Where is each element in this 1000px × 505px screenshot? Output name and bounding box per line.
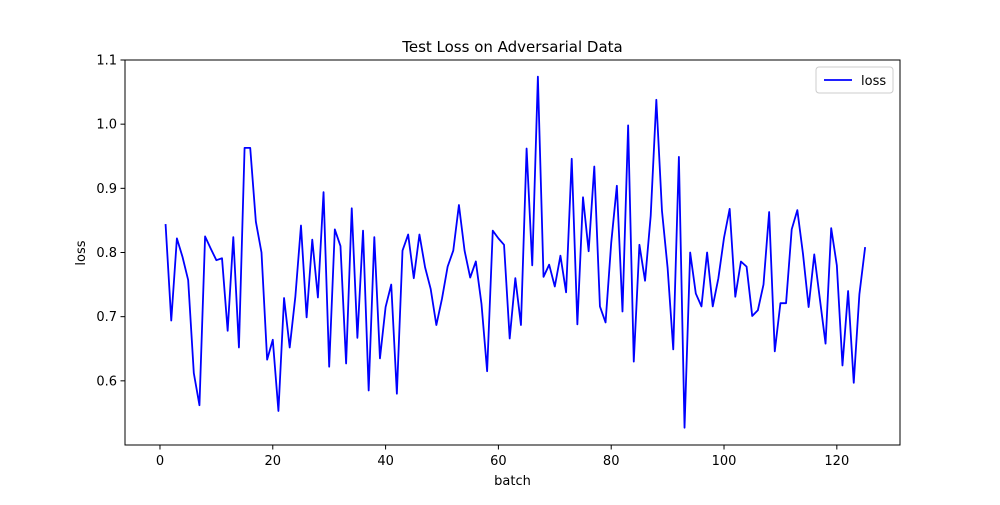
chart-title: Test Loss on Adversarial Data bbox=[401, 38, 623, 56]
x-tick-label: 20 bbox=[265, 454, 282, 469]
y-tick-label: 1.0 bbox=[96, 118, 117, 133]
y-axis-label: loss bbox=[74, 240, 89, 265]
series-line-loss bbox=[164, 75, 867, 429]
x-tick-label: 60 bbox=[490, 454, 507, 469]
y-tick-label: 0.8 bbox=[96, 246, 117, 261]
y-tick-label: 0.7 bbox=[96, 310, 117, 325]
legend-label-loss: loss bbox=[861, 74, 886, 89]
y-tick-label: 0.6 bbox=[96, 374, 117, 389]
plot-area: 0 20 40 60 80 100 120 0.6 0.7 0.8 0.9 1.0 1.1 bbox=[96, 54, 901, 469]
x-tick-label: 80 bbox=[603, 454, 620, 469]
legend-box bbox=[815, 66, 894, 94]
x-tick-label: 0 bbox=[156, 454, 164, 469]
x-tick-label: 100 bbox=[712, 454, 737, 469]
y-tick-label: 0.9 bbox=[96, 182, 117, 197]
x-tick-label: 120 bbox=[824, 454, 849, 469]
y-tick-label: 1.1 bbox=[96, 54, 117, 69]
legend: loss bbox=[815, 66, 894, 94]
x-axis-label: batch bbox=[494, 474, 531, 489]
x-tick-label: 40 bbox=[377, 454, 394, 469]
